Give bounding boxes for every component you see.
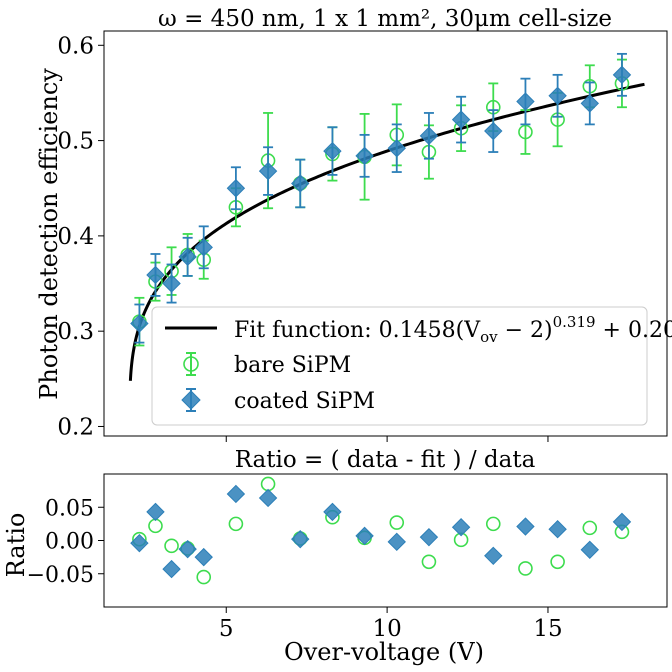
pde-coated-point bbox=[162, 274, 181, 293]
pde-bare-point bbox=[518, 124, 533, 140]
pde-ytick-label: 0.2 bbox=[57, 414, 94, 440]
pde-coated-point bbox=[484, 121, 503, 141]
legend-fit-label-mid: − 2) bbox=[498, 318, 553, 343]
pde-fit-curve bbox=[128, 82, 645, 381]
ratio-bare-point bbox=[582, 520, 598, 536]
ratio-coated-point bbox=[516, 517, 535, 536]
legend-fit-label-end: + 0.206 bbox=[596, 318, 672, 343]
legend: Fit function: 0.1458(Vov − 2)0.319 + 0.2… bbox=[151, 306, 672, 426]
ratio-xtick-label: 5 bbox=[219, 616, 234, 642]
ratio-ytick-label: −0.05 bbox=[27, 563, 94, 588]
pde-ytick-label: 0.4 bbox=[57, 224, 94, 250]
ratio-ylabel: Ratio bbox=[2, 513, 30, 578]
ratio-coated-point bbox=[130, 533, 149, 553]
pde-coated-point bbox=[548, 86, 567, 106]
ratio-bare-point bbox=[550, 554, 565, 570]
pde-panel: ω = 450 nm, 1 x 1 mm², 30μm cell-size Ph… bbox=[35, 6, 672, 442]
ratio-panel: Ratio = ( data - fit ) / data Ratio Over… bbox=[2, 447, 668, 666]
ratio-coated-point bbox=[258, 488, 278, 508]
ratio-title: Ratio = ( data - fit ) / data bbox=[235, 447, 536, 473]
ratio-bare-point bbox=[228, 516, 244, 532]
pde-coated-point bbox=[612, 65, 632, 85]
ratio-coated-point bbox=[194, 547, 213, 567]
ratio-bare-point bbox=[421, 554, 437, 570]
ratio-xtick-label: 10 bbox=[372, 616, 401, 642]
ratio-bare-point bbox=[518, 561, 533, 576]
ratio-xtick-label: 15 bbox=[533, 616, 562, 642]
ratio-y-ticks: 0.05 0.00 −0.05 bbox=[27, 496, 104, 588]
pde-coated-point bbox=[419, 126, 439, 146]
legend-bare-marker bbox=[183, 352, 199, 376]
ratio-coated-point bbox=[226, 484, 246, 504]
pde-coated-point bbox=[226, 179, 246, 198]
pde-ytick-label: 0.3 bbox=[57, 319, 94, 345]
ratio-coated-point bbox=[291, 529, 310, 549]
ratio-coated-point bbox=[387, 532, 406, 552]
pde-x-ticks bbox=[225, 436, 549, 442]
pde-coated-series bbox=[130, 52, 632, 344]
pde-ylabel: Photon detection efficiency bbox=[35, 68, 63, 400]
ratio-bare-point bbox=[164, 538, 179, 554]
pde-coated-point bbox=[451, 110, 471, 129]
pde-coated-point bbox=[580, 94, 599, 113]
ratio-coated-point bbox=[548, 519, 567, 539]
ratio-xlabel: Over-voltage (V) bbox=[284, 638, 484, 666]
legend-box bbox=[151, 306, 648, 426]
pde-coated-point bbox=[194, 238, 213, 257]
legend-coated-marker bbox=[181, 388, 201, 412]
ratio-coated-series bbox=[130, 484, 632, 579]
ratio-plot-frame bbox=[103, 473, 668, 608]
ratio-bare-point bbox=[196, 569, 212, 585]
ratio-coated-point bbox=[178, 539, 197, 559]
pde-coated-point bbox=[355, 146, 374, 166]
pde-ytick-label: 0.6 bbox=[57, 33, 94, 59]
ratio-coated-point bbox=[451, 517, 471, 537]
pde-coated-point bbox=[130, 314, 149, 333]
ratio-ytick-label: 0.05 bbox=[45, 496, 94, 521]
legend-fit-label-sup: 0.319 bbox=[553, 313, 596, 331]
ratio-coated-point bbox=[355, 526, 374, 546]
legend-fit-label-sub: ov bbox=[480, 328, 498, 346]
ratio-coated-point bbox=[484, 546, 503, 566]
ratio-coated-point bbox=[419, 527, 439, 547]
pde-coated-point bbox=[323, 141, 342, 161]
ratio-ytick-label: 0.00 bbox=[45, 530, 94, 555]
pde-coated-point bbox=[516, 92, 535, 111]
pde-y-ticks: 0.2 0.3 0.4 0.5 0.6 bbox=[57, 33, 104, 440]
legend-fit-label-text: Fit function: 0.1458(V bbox=[234, 318, 481, 343]
pde-ytick-label: 0.5 bbox=[57, 129, 94, 155]
ratio-x-ticks: 5 10 15 bbox=[219, 607, 563, 642]
pde-coated-point bbox=[291, 174, 310, 193]
legend-coated-label: coated SiPM bbox=[234, 389, 375, 414]
pde-fit-curve-group bbox=[128, 82, 645, 381]
ratio-bare-point bbox=[485, 516, 501, 532]
pde-coated-point bbox=[178, 247, 197, 267]
ratio-coated-point bbox=[323, 502, 342, 522]
ratio-coated-point bbox=[146, 502, 165, 522]
pde-coated-point bbox=[258, 161, 278, 181]
pde-coated-point bbox=[146, 265, 165, 285]
ratio-coated-point bbox=[580, 540, 599, 560]
ratio-bare-point bbox=[389, 515, 405, 530]
legend-fit-label: Fit function: 0.1458(Vov − 2)0.319 + 0.2… bbox=[234, 313, 672, 346]
legend-bare-label: bare SiPM bbox=[234, 353, 351, 378]
pde-coated-point bbox=[387, 139, 406, 158]
pde-title: ω = 450 nm, 1 x 1 mm², 30μm cell-size bbox=[158, 6, 612, 32]
ratio-coated-point bbox=[612, 512, 632, 532]
ratio-coated-point bbox=[162, 559, 181, 579]
